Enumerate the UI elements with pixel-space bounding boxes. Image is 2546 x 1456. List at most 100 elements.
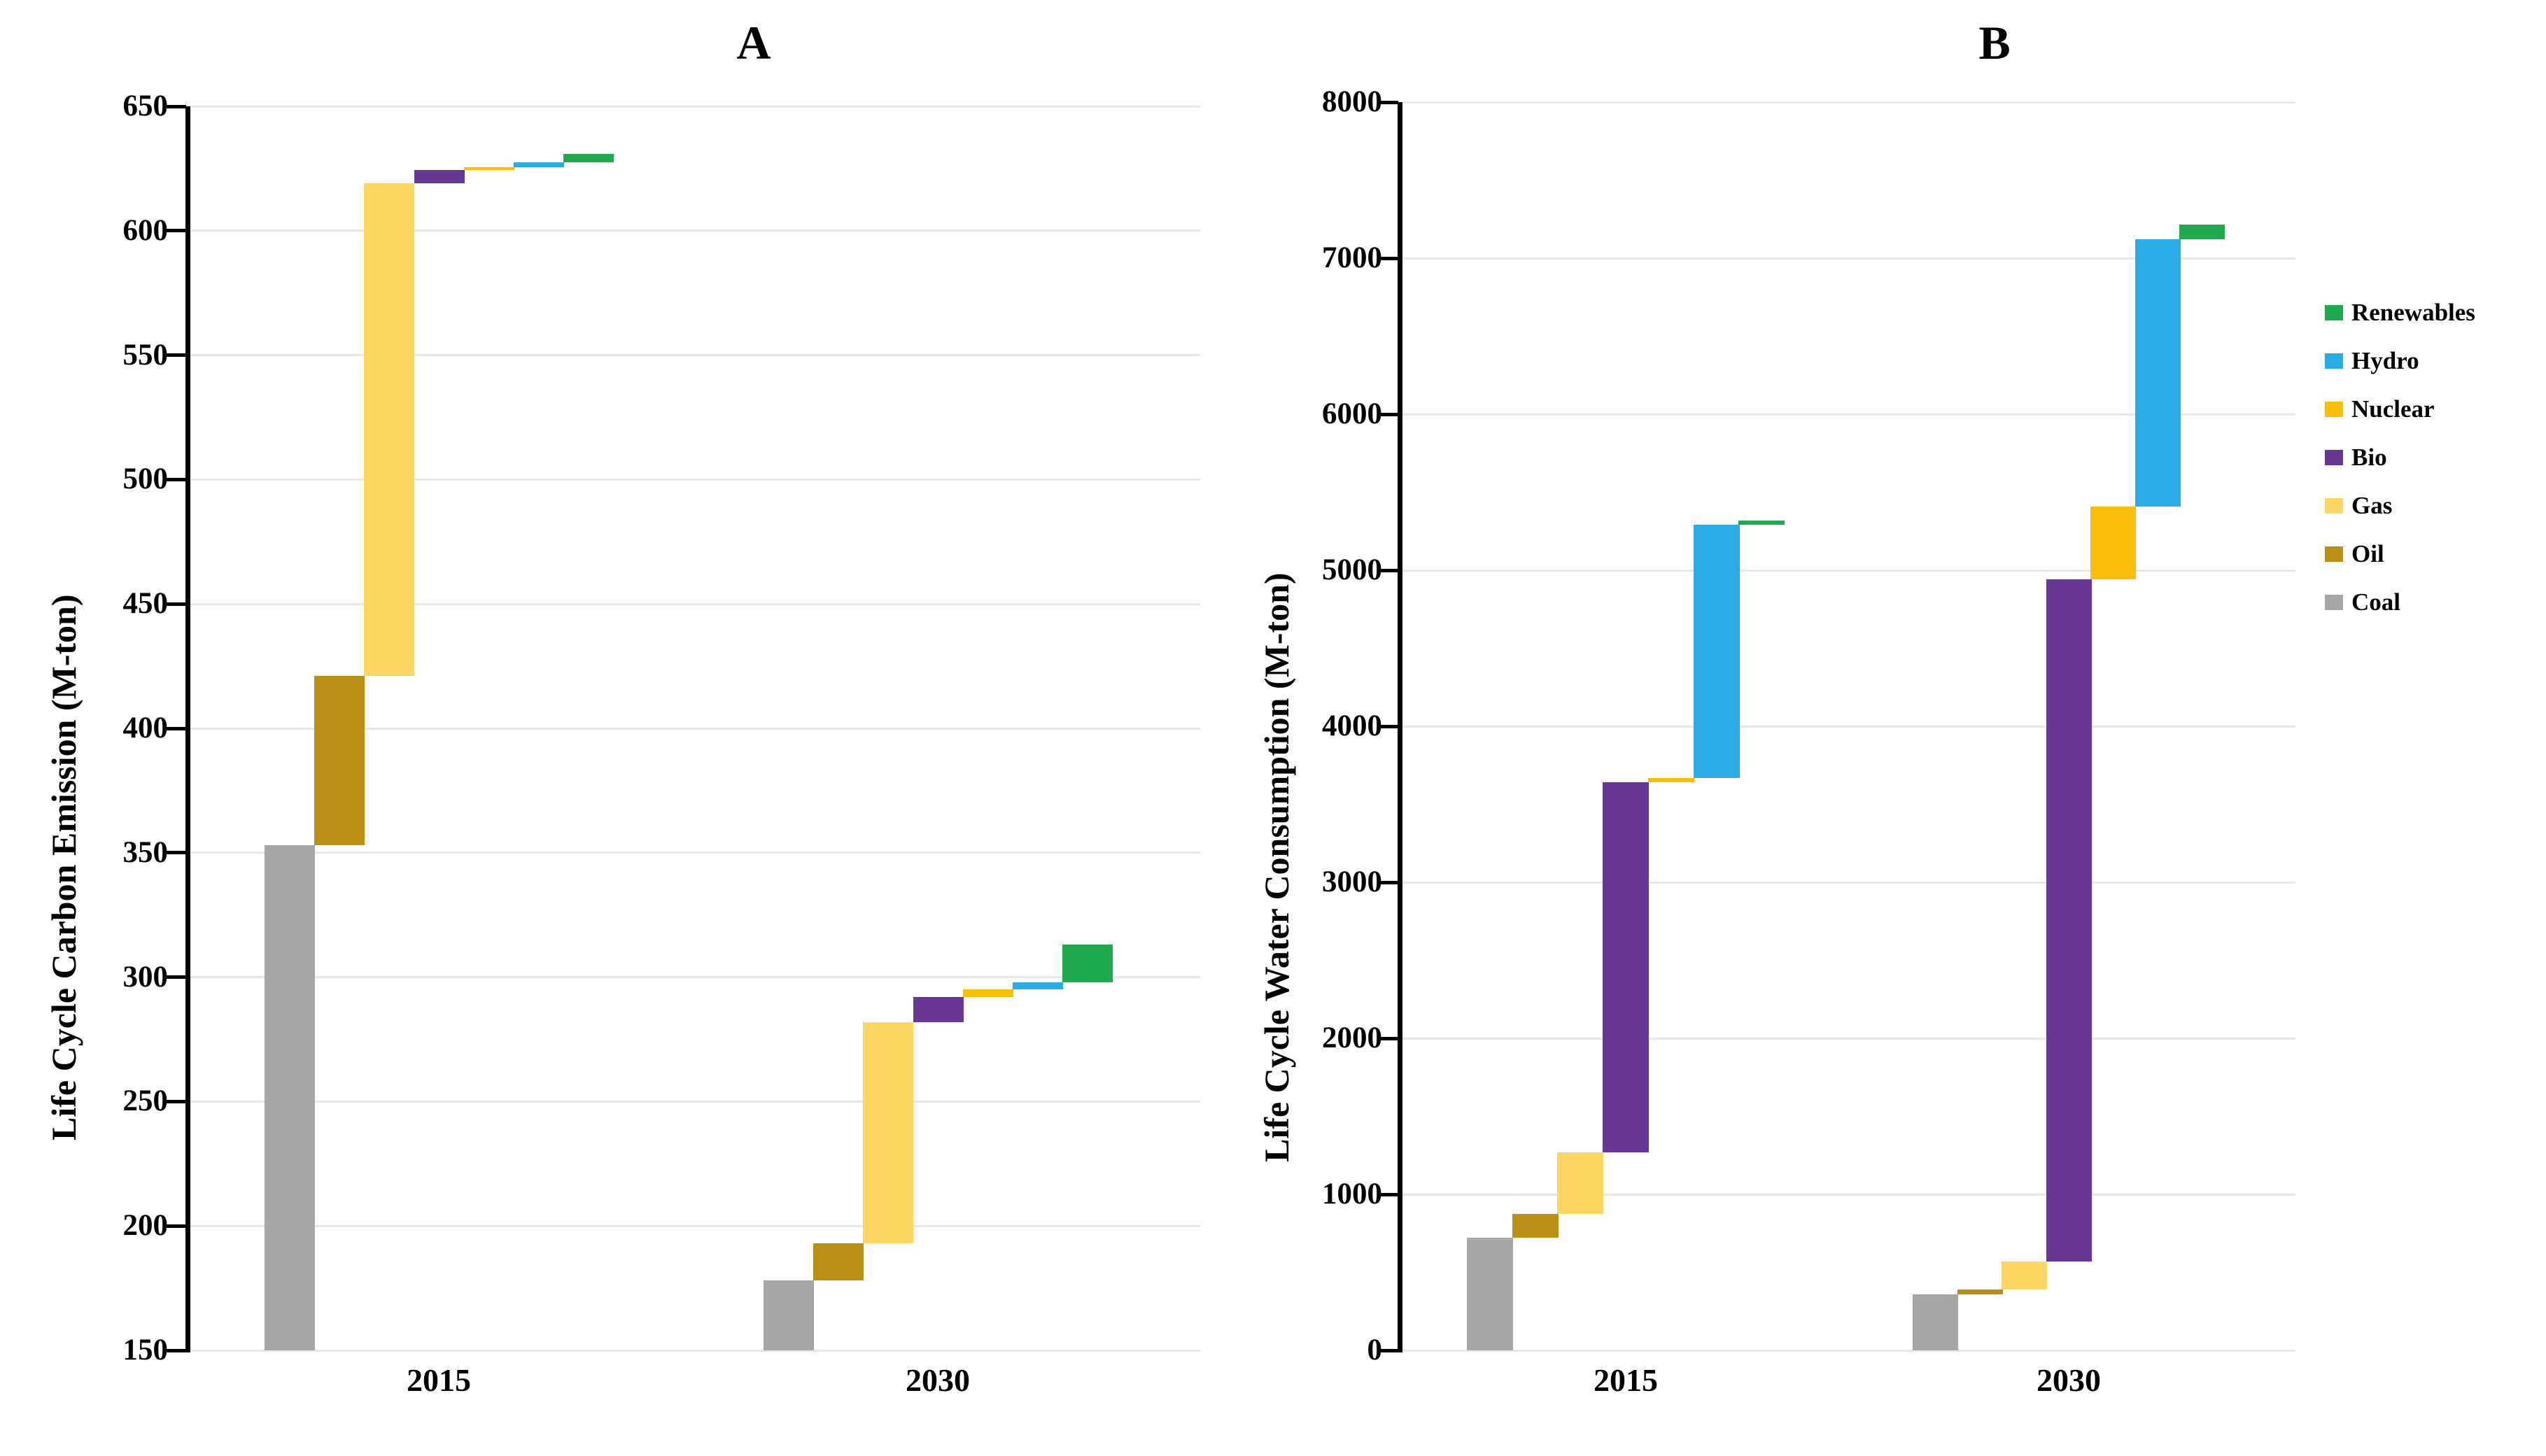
bar-a-2030-coal xyxy=(764,1280,814,1350)
bar-b-2030-coal xyxy=(1913,1294,1958,1350)
y-tick-label: 500 xyxy=(122,462,169,496)
bar-b-2015-coal xyxy=(1467,1238,1513,1350)
legend-swatch-oil-icon xyxy=(2325,546,2343,562)
y-axis-tick xyxy=(1379,1036,1398,1040)
gridline xyxy=(190,727,1200,730)
y-axis-tick xyxy=(1379,880,1398,884)
y-axis-tick xyxy=(167,229,186,233)
gridline xyxy=(190,1100,1200,1103)
gridline xyxy=(1402,1193,2295,1196)
y-tick-label: 0 xyxy=(1367,1334,1383,1366)
gridline xyxy=(190,1349,1200,1352)
bar-a-2030-gas xyxy=(863,1022,914,1244)
gridline xyxy=(190,354,1200,357)
legend-item-coal: Coal xyxy=(2325,578,2475,626)
legend-swatch-renewables-icon xyxy=(2325,304,2343,320)
bar-a-2030-renewables xyxy=(1062,945,1113,982)
legend-label: Nuclear xyxy=(2351,395,2435,423)
bar-b-2030-renewables xyxy=(2179,225,2225,240)
y-axis-tick xyxy=(1379,1348,1398,1352)
bar-b-2015-hydro xyxy=(1693,525,1740,778)
gridline xyxy=(1402,101,2295,104)
y-axis-tick xyxy=(167,1348,186,1352)
gridline xyxy=(1402,1037,2295,1040)
y-tick-label: 350 xyxy=(122,835,169,869)
legend-swatch-coal-icon xyxy=(2325,594,2343,610)
legend-item-bio: Bio xyxy=(2325,433,2475,481)
x-category-label: 2015 xyxy=(407,1362,471,1398)
legend-item-gas: Gas xyxy=(2325,481,2475,530)
y-tick-label: 550 xyxy=(122,338,169,372)
y-axis-tick xyxy=(1379,100,1398,104)
bar-a-2015-gas xyxy=(364,183,415,677)
y-tick-label: 600 xyxy=(122,213,169,247)
gridline xyxy=(190,602,1200,605)
x-category-label: 2030 xyxy=(906,1362,970,1398)
bar-b-2015-renewables xyxy=(1738,520,1785,525)
gridline xyxy=(1402,1349,2295,1352)
y-tick-label: 650 xyxy=(122,90,169,122)
y-tick-label: 250 xyxy=(122,1084,169,1118)
y-tick-label: 400 xyxy=(122,712,169,744)
gridline xyxy=(1402,725,2295,728)
y-axis-tick xyxy=(167,104,186,108)
y-tick-label: 7000 xyxy=(1322,241,1382,274)
y-tick-label: 4000 xyxy=(1322,709,1382,742)
legend-swatch-gas-icon xyxy=(2325,497,2343,514)
bar-b-2015-bio xyxy=(1603,782,1650,1152)
y-tick-label: 8000 xyxy=(1322,85,1382,118)
legend-item-oil: Oil xyxy=(2325,530,2475,578)
bar-b-2030-oil xyxy=(1957,1289,2003,1294)
legend-item-hydro: Hydro xyxy=(2325,337,2475,385)
y-tick-label: 6000 xyxy=(1322,397,1382,430)
y-axis-tick xyxy=(1379,412,1398,416)
gridline xyxy=(190,976,1200,979)
bar-b-2015-gas xyxy=(1557,1152,1604,1214)
panel-a-title: A xyxy=(736,16,771,69)
bar-a-2015-coal xyxy=(265,845,315,1350)
gridline xyxy=(1402,881,2295,884)
y-axis-tick xyxy=(167,851,186,855)
legend-label: Coal xyxy=(2351,588,2400,616)
y-axis-tick xyxy=(1379,724,1398,728)
legend-label: Gas xyxy=(2351,491,2393,519)
legend-label: Hydro xyxy=(2351,346,2419,374)
gridline xyxy=(190,851,1200,854)
gridline xyxy=(190,1224,1200,1227)
x-category-label: 2015 xyxy=(1594,1362,1658,1398)
y-tick-label: 5000 xyxy=(1322,553,1382,586)
bar-b-2015-nuclear xyxy=(1647,777,1694,783)
gridline xyxy=(1402,413,2295,416)
gridline xyxy=(1402,257,2295,260)
y-axis-tick xyxy=(1379,1192,1398,1196)
legend-swatch-nuclear-icon xyxy=(2325,401,2343,417)
legend-label: Renewables xyxy=(2351,298,2475,326)
y-axis-tick xyxy=(167,477,186,481)
gridline xyxy=(190,229,1200,232)
panel-b-title: B xyxy=(1978,16,2011,69)
legend-swatch-bio-icon xyxy=(2325,449,2343,465)
bar-b-2030-gas xyxy=(2002,1261,2047,1289)
y-axis-tick xyxy=(1379,256,1398,260)
legend-label: Bio xyxy=(2351,443,2387,471)
legend: Renewables Hydro Nuclear Bio Gas Oil Coal xyxy=(2325,288,2475,626)
x-category-label: 2030 xyxy=(2037,1362,2101,1398)
y-axis-tick xyxy=(167,1224,186,1228)
gridline xyxy=(190,478,1200,481)
y-tick-label: 450 xyxy=(122,587,169,621)
bar-a-2015-hydro xyxy=(514,162,564,168)
bar-b-2015-oil xyxy=(1512,1213,1559,1238)
bar-a-2015-renewables xyxy=(563,153,614,162)
y-axis-tick xyxy=(167,726,186,730)
y-axis-line xyxy=(1398,102,1402,1352)
bar-a-2015-oil xyxy=(314,676,365,846)
legend-label: Oil xyxy=(2351,539,2384,567)
bar-b-2030-bio xyxy=(2046,579,2092,1261)
y-tick-label: 2000 xyxy=(1322,1022,1382,1054)
y-axis-tick xyxy=(167,353,186,358)
y-tick-label: 1000 xyxy=(1322,1178,1382,1210)
y-axis-tick xyxy=(1379,568,1398,572)
y-tick-label: 300 xyxy=(122,960,169,994)
legend-item-renewables: Renewables xyxy=(2325,288,2475,337)
